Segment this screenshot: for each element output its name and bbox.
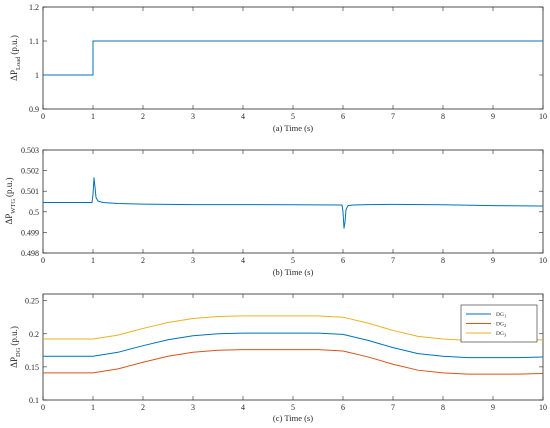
panel-b-series	[43, 177, 544, 229]
panel-a-x-tick-label-7: 7	[391, 112, 395, 121]
panel-b-ticks: 0 1 2 3 4 5 6 7 8 9 10 0.498 0.499 0.5 0.501 0.502 0.503	[21, 146, 547, 265]
panel-b-y-tick-label-2: 0.5	[29, 208, 39, 217]
panel-c-y-label-main: ΔP	[9, 357, 19, 368]
panel-c-x-tick-label-3: 3	[191, 403, 195, 412]
panel-a-series-line-1	[43, 40, 543, 76]
panel-c: 0 1 2 3 4 5 6 7 8 9 100.10.150.20.25 (c) Time (s) …	[9, 293, 547, 423]
legend-label-dg2-sub: 2	[504, 323, 506, 328]
panel-c-x-tick-label-8: 8	[441, 403, 445, 412]
panel-c-x-tick-label-0: 0	[41, 403, 45, 412]
panel-b-x-axis-label: (b) Time (s)	[273, 267, 314, 277]
legend-label-dg1-sub: 1	[504, 314, 506, 319]
panel-c-x-tick-label-7: 7	[391, 403, 395, 412]
panel-a-ticks: 0 1 2 3 4 5 6 7 8 9 10 0.9 1 1.1 1.2	[29, 3, 547, 121]
panel-a-x-tick-label-8: 8	[441, 112, 445, 121]
panel-a-y-label-unit: (p.u.)	[9, 35, 19, 55]
legend-label-dg3-sub: 3	[504, 333, 507, 338]
panel-c-x-tick-label-2: 2	[141, 403, 145, 412]
panel-b-x-tick-label-1: 1	[91, 256, 95, 265]
panel-a-x-tick-label-5: 5	[291, 112, 295, 121]
panel-a: 0 1 2 3 4 5 6 7 8 9 10 0.9 1 1.1 1.2 (a) Time (s) ΔPLo…	[9, 3, 547, 133]
panel-c-x-axis-label: (c) Time (s)	[273, 413, 313, 423]
panel-c-y-tick-label-1: 0.15	[25, 363, 39, 372]
panel-c-y-label-unit: (p.u.)	[9, 326, 19, 346]
panel-b-x-tick-label-2: 2	[141, 256, 145, 265]
panel-b-y-tick-label-5: 0.503	[21, 146, 39, 155]
panel-a-y-tick-label-3: 1.2	[29, 3, 39, 12]
panel-c-x-tick-label-10: 10	[539, 403, 547, 412]
panel-c-y-axis-label: ΔPDG(p.u.)	[9, 326, 22, 368]
panel-c-y-tick-label-3: 0.25	[25, 297, 39, 306]
panel-c-y-tick-label-0: 0.1	[29, 396, 39, 405]
panel-a-x-tick-label-2: 2	[141, 112, 145, 121]
legend: DG1 DG2 DG3	[460, 304, 538, 343]
panel-b-x-tick-label-6: 6	[341, 256, 345, 265]
panel-c-series-line-2	[43, 349, 544, 375]
panel-b-y-axis-label: ΔPWTG (p.u.)	[4, 177, 17, 224]
panel-a-y-tick-label-2: 1.1	[29, 37, 39, 46]
panel-b-x-tick-label-3: 3	[191, 256, 195, 265]
panel-a-x-axis-label: (a) Time (s)	[273, 123, 313, 133]
panel-c-y-tick-label-2: 0.2	[29, 330, 39, 339]
panel-a-x-tick-label-3: 3	[191, 112, 195, 121]
panel-b-plot-area	[42, 149, 544, 254]
panel-a-x-tick-label-0: 0	[41, 112, 45, 121]
panel-b-x-tick-label-0: 0	[41, 256, 45, 265]
panel-b-x-tick-label-7: 7	[391, 256, 395, 265]
panel-b-x-tick-label-4: 4	[241, 256, 245, 265]
panel-a-y-tick-label-0: 0.9	[29, 105, 39, 114]
panel-a-x-tick-label-1: 1	[91, 112, 95, 121]
panel-a-y-label-main: ΔP	[9, 70, 19, 81]
panel-b-y-tick-label-1: 0.499	[21, 228, 39, 237]
panel-b-x-tick-label-9: 9	[491, 256, 495, 265]
panel-b: 0 1 2 3 4 5 6 7 8 9 10 0.498 0.499 0.5 0.501 0.502 0.503…	[4, 146, 547, 277]
panel-c-x-tick-label-4: 4	[241, 403, 245, 412]
panel-a-plot-area	[42, 6, 544, 110]
panel-b-y-tick-label-4: 0.502	[21, 167, 39, 176]
panel-c-series-line-1	[43, 332, 544, 359]
panel-b-series-line-1	[43, 177, 544, 229]
panel-b-x-tick-label-10: 10	[539, 256, 547, 265]
panel-b-x-tick-label-5: 5	[291, 256, 295, 265]
panel-a-x-tick-label-6: 6	[341, 112, 345, 121]
panel-c-x-tick-label-5: 5	[291, 403, 295, 412]
panel-a-y-label-sub: Load	[15, 56, 22, 70]
panel-c-ticks: 0 1 2 3 4 5 6 7 8 9 10 0.1 0.15 0.2 0.25	[25, 294, 547, 412]
panel-c-plot-area	[42, 293, 544, 401]
panel-a-series	[43, 40, 543, 76]
panel-c-x-tick-label-1: 1	[91, 403, 95, 412]
panel-a-y-tick-label-1: 1	[35, 71, 39, 80]
panel-b-y-tick-label-0: 0.498	[21, 249, 39, 258]
panel-a-x-tick-label-9: 9	[491, 112, 495, 121]
panel-c-y-label-sub: DG	[15, 347, 22, 357]
panel-b-x-tick-label-8: 8	[441, 256, 445, 265]
panel-b-y-label-main: ΔP	[4, 214, 14, 225]
panel-c-x-tick-label-6: 6	[341, 403, 345, 412]
panel-a-x-tick-label-4: 4	[241, 112, 245, 121]
panel-b-y-label-sub: WTG	[10, 199, 17, 214]
legend-label-dg3-name: DG	[496, 331, 504, 337]
panel-a-x-tick-label-10: 10	[539, 112, 547, 121]
panel-c-x-tick-label-9: 9	[491, 403, 495, 412]
legend-label-dg1-name: DG	[496, 312, 504, 318]
legend-label-dg2: DG2	[496, 322, 506, 329]
panel-a-y-axis-label: ΔPLoad(p.u.)	[9, 35, 22, 81]
legend-label-dg3: DG3	[496, 331, 507, 338]
legend-label-dg2-name: DG	[496, 322, 504, 328]
legend-label-dg1: DG1	[496, 312, 506, 319]
panel-b-y-tick-label-3: 0.501	[21, 187, 39, 196]
panel-b-y-label-unit: (p.u.)	[4, 177, 14, 197]
